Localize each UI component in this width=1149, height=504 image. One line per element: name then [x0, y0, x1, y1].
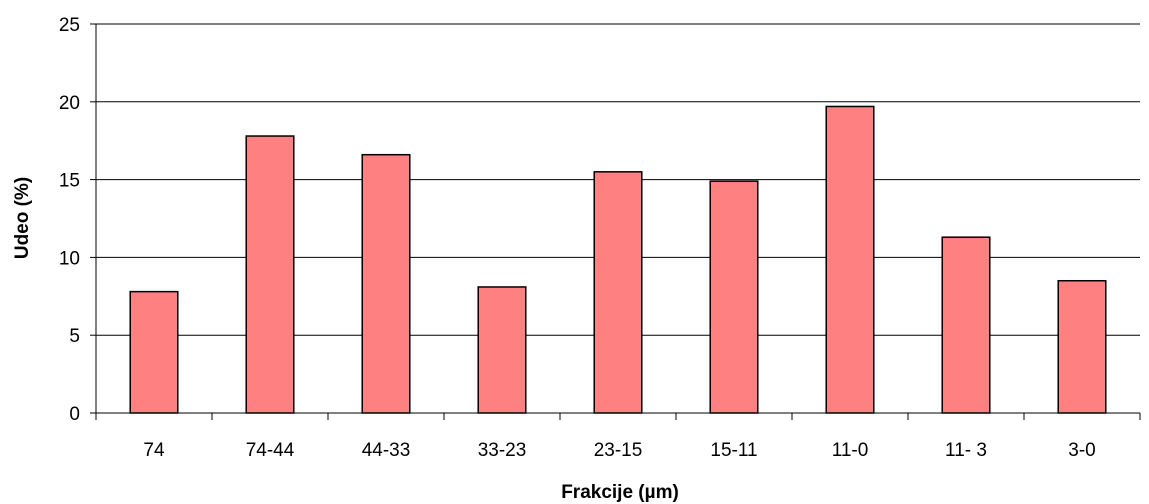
bar — [245, 135, 295, 414]
bar — [709, 180, 759, 414]
x-tick-labels: 74 74-44 44-33 33-23 23-15 15-11 11-0 11- 3 3-0 — [95, 413, 1141, 461]
x-tick-label: 11- 3 — [945, 440, 987, 461]
bar — [1057, 279, 1107, 414]
bar — [361, 153, 411, 414]
y-tick-labels: 0 5 10 15 20 25 — [59, 15, 96, 425]
y-tick-label: 10 — [59, 248, 80, 269]
y-tick-label: 25 — [59, 15, 80, 36]
y-axis-title: Udeo (%) — [12, 177, 33, 259]
y-tick-label: 15 — [59, 171, 80, 192]
x-tick-label: 33-23 — [478, 440, 527, 461]
y-tick-label: 20 — [59, 93, 80, 114]
bars — [129, 105, 1107, 414]
x-axis-title: Frakcije (µm) — [561, 482, 679, 503]
bar — [477, 286, 527, 414]
bar — [593, 171, 643, 414]
bar — [129, 290, 179, 414]
x-tick-label: 74-44 — [246, 440, 295, 461]
bar — [825, 105, 875, 414]
bar — [941, 236, 991, 414]
x-tick-label: 23-15 — [594, 440, 643, 461]
x-tick-label: 3-0 — [1068, 440, 1095, 461]
y-tick-label: 5 — [69, 326, 80, 347]
x-tick-label: 15-11 — [710, 440, 757, 461]
x-tick-label: 74 — [143, 440, 165, 461]
x-tick-label: 11-0 — [832, 440, 869, 461]
y-tick-label: 0 — [69, 404, 80, 425]
axes — [95, 24, 1140, 414]
x-tick-label: 44-33 — [362, 440, 411, 461]
